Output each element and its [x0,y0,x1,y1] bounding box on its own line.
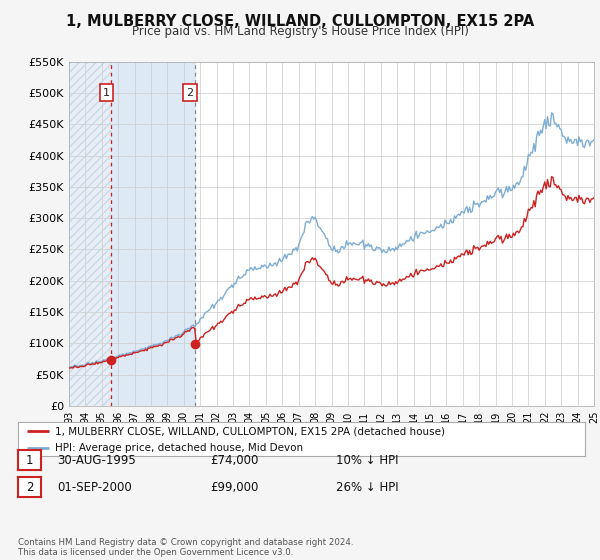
Text: 10% ↓ HPI: 10% ↓ HPI [336,454,398,467]
Bar [69,62,112,406]
Text: Contains HM Land Registry data © Crown copyright and database right 2024.
This d: Contains HM Land Registry data © Crown c… [18,538,353,557]
Text: 1: 1 [103,87,110,97]
Text: £74,000: £74,000 [210,454,259,467]
Text: 01-SEP-2000: 01-SEP-2000 [57,480,132,494]
Bar [69,62,112,406]
Text: 2: 2 [26,480,33,494]
Bar [112,62,195,406]
Text: HPI: Average price, detached house, Mid Devon: HPI: Average price, detached house, Mid … [55,443,303,452]
Text: 2: 2 [186,87,193,97]
Text: Price paid vs. HM Land Registry's House Price Index (HPI): Price paid vs. HM Land Registry's House … [131,25,469,38]
Text: 30-AUG-1995: 30-AUG-1995 [57,454,136,467]
Text: 1, MULBERRY CLOSE, WILLAND, CULLOMPTON, EX15 2PA (detached house): 1, MULBERRY CLOSE, WILLAND, CULLOMPTON, … [55,426,445,436]
Text: £99,000: £99,000 [210,480,259,494]
Text: 1, MULBERRY CLOSE, WILLAND, CULLOMPTON, EX15 2PA: 1, MULBERRY CLOSE, WILLAND, CULLOMPTON, … [66,14,534,29]
Text: 1: 1 [26,454,33,467]
Text: 26% ↓ HPI: 26% ↓ HPI [336,480,398,494]
